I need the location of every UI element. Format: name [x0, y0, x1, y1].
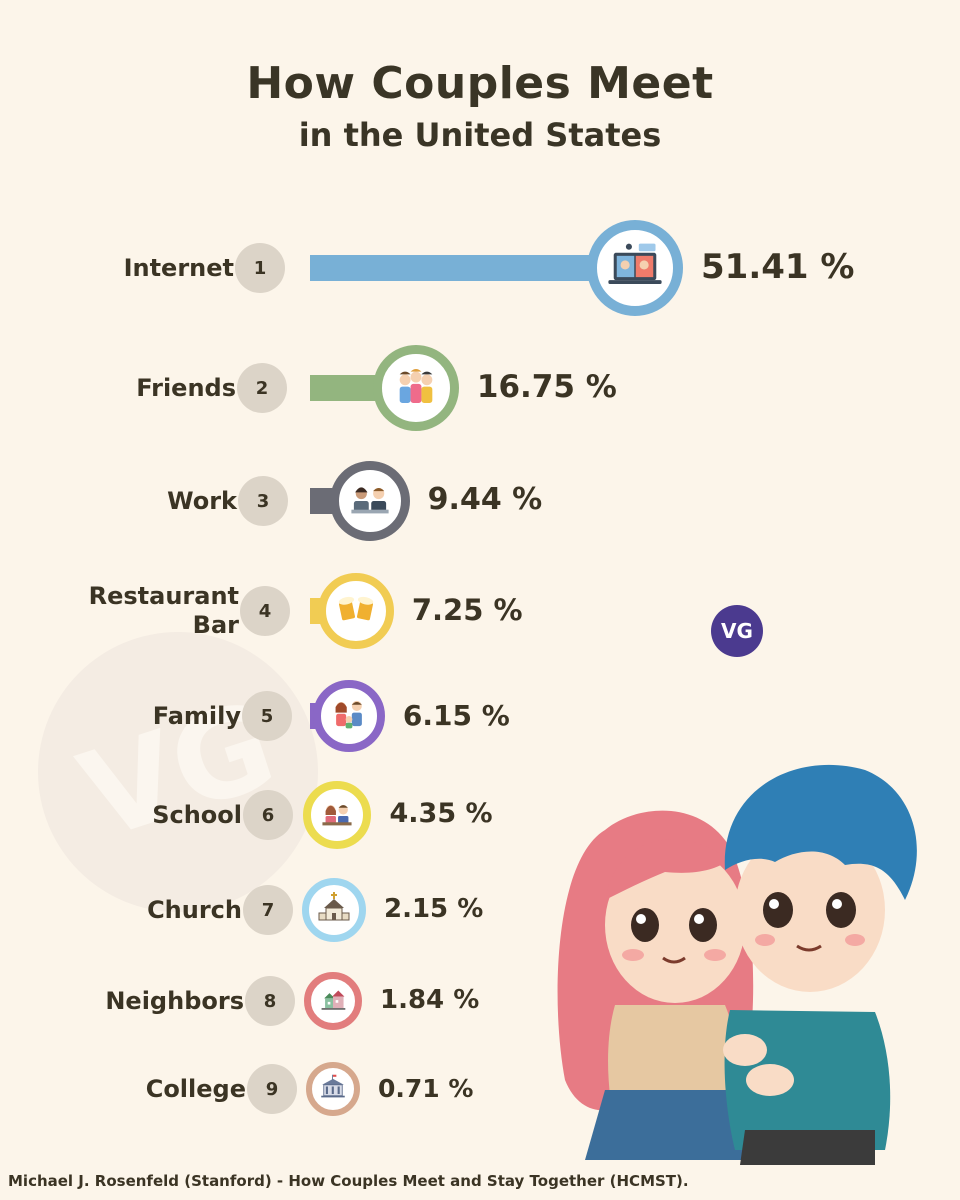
rank-badge: 5 [242, 691, 292, 741]
watermark-logo: VG [38, 632, 318, 912]
value-label: 0.71 % [378, 1073, 474, 1103]
rank-badge: 6 [243, 790, 293, 840]
vg-logo: VG [711, 605, 763, 657]
students-icon [303, 781, 372, 849]
chart-subtitle: in the United States [298, 116, 662, 154]
value-label: 1.84 % [380, 984, 480, 1015]
chart-title: How Couples Meet [246, 58, 714, 109]
beer-mugs-icon [317, 573, 394, 649]
rank-badge: 7 [243, 885, 293, 935]
category-label: School [152, 800, 242, 829]
value-label: 7.25 % [411, 593, 523, 628]
church-icon [302, 878, 366, 942]
category-label: College [145, 1074, 246, 1103]
coworkers-icon [329, 461, 410, 541]
rank-badge: 2 [237, 363, 287, 413]
category-label: Restaurant Bar [88, 582, 239, 639]
category-label: Friends [136, 373, 236, 402]
college-building-icon [306, 1062, 360, 1116]
couple-illustration [557, 764, 917, 1165]
rank-badge: 8 [245, 976, 295, 1026]
value-label: 16.75 % [476, 368, 617, 405]
category-label: Internet [123, 253, 234, 282]
video-call-icon [587, 220, 683, 316]
rank-badge: 3 [238, 476, 288, 526]
source-note: Michael J. Rosenfeld (Stanford) - How Co… [8, 1172, 689, 1190]
rank-badge: 1 [235, 243, 285, 293]
neighborhood-houses-icon [304, 972, 362, 1030]
category-label: Family [152, 701, 241, 730]
category-label: Work [167, 486, 237, 515]
value-label: 2.15 % [384, 893, 484, 924]
value-label: 9.44 % [427, 482, 543, 518]
category-label: Neighbors [105, 986, 244, 1015]
value-label: 51.41 % [701, 246, 855, 287]
value-label: 4.35 % [389, 798, 493, 830]
rank-badge: 4 [240, 586, 290, 636]
rank-badge: 9 [247, 1064, 297, 1114]
bar [310, 255, 635, 281]
value-label: 6.15 % [402, 698, 510, 732]
friends-group-icon [372, 345, 459, 431]
family-icon [312, 680, 385, 752]
category-label: Church [147, 895, 242, 924]
